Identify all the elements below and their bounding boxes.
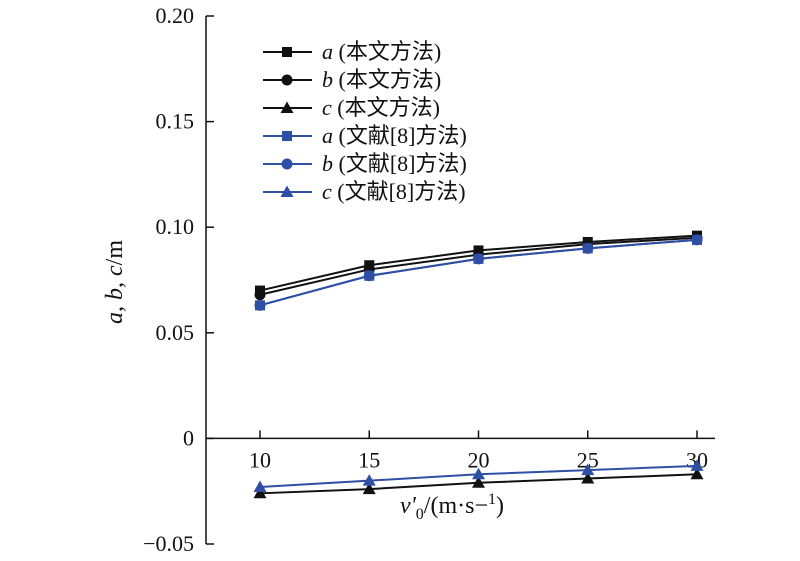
data-point: [362, 482, 376, 495]
legend-marker: [281, 74, 293, 86]
series-c-this-method: [253, 467, 704, 499]
data-point: [690, 467, 704, 480]
legend-marker: [282, 47, 292, 57]
legend-label: a (文献[8]方法): [322, 123, 467, 148]
legend-item: b (本文方法): [263, 67, 441, 92]
data-point: [254, 299, 266, 311]
legend-item: a (本文方法): [263, 39, 441, 64]
legend-marker: [280, 185, 294, 197]
x-tick-label: 25: [577, 447, 599, 472]
legend-label: c (文献[8]方法): [322, 179, 466, 204]
series-layer: [253, 230, 704, 499]
data-point: [472, 476, 485, 488]
legend-item: c (本文方法): [263, 95, 440, 120]
legend-label: b (本文方法): [322, 67, 441, 92]
y-tick-label: 0.10: [156, 214, 195, 239]
legend-label: c (本文方法): [322, 95, 440, 120]
data-point: [473, 253, 484, 265]
y-tick-label: 0.20: [156, 3, 195, 28]
legend-marker: [281, 158, 293, 170]
series-b-this-method: [254, 232, 703, 301]
y-tick-label: 0: [183, 425, 194, 450]
axis-titles: v'0/(m·s−1) a, b, c/m: [102, 240, 504, 523]
legend-item: b (文献[8]方法): [263, 151, 467, 176]
data-point: [582, 242, 594, 254]
series-b-ref8-method: [254, 234, 703, 311]
data-point: [253, 486, 267, 499]
legend-label: b (文献[8]方法): [322, 151, 467, 176]
legend-marker: [282, 131, 292, 141]
legend-item: a (文献[8]方法): [263, 123, 467, 148]
x-axis-title: v'0/(m·s−1): [400, 491, 504, 523]
legend-item: c (文献[8]方法): [263, 179, 466, 204]
y-tick-label: 0.05: [156, 320, 195, 345]
data-point: [690, 459, 704, 471]
data-point: [253, 480, 267, 492]
legend-label: a (本文方法): [322, 39, 441, 64]
legend: a (本文方法) b (本文方法) c (本文方法) a (文献[8]方法) b (文献…: [263, 39, 467, 204]
series-c-ref8-method: [253, 459, 704, 492]
data-point: [254, 289, 266, 301]
data-point: [363, 270, 375, 282]
axes: 0.200.150.100.050−0.051015202530: [143, 3, 715, 556]
data-point: [472, 467, 485, 480]
data-point: [362, 474, 376, 486]
x-tick-label: 15: [358, 447, 380, 472]
y-axis-title: a, b, c/m: [102, 240, 128, 324]
x-tick-label: 10: [249, 447, 271, 472]
y-tick-label: −0.05: [143, 531, 194, 556]
data-point: [581, 463, 595, 476]
data-point: [691, 234, 703, 246]
x-tick-label: 20: [468, 447, 490, 472]
legend-marker: [280, 101, 294, 113]
data-point: [581, 472, 595, 484]
y-tick-label: 0.15: [156, 109, 195, 134]
